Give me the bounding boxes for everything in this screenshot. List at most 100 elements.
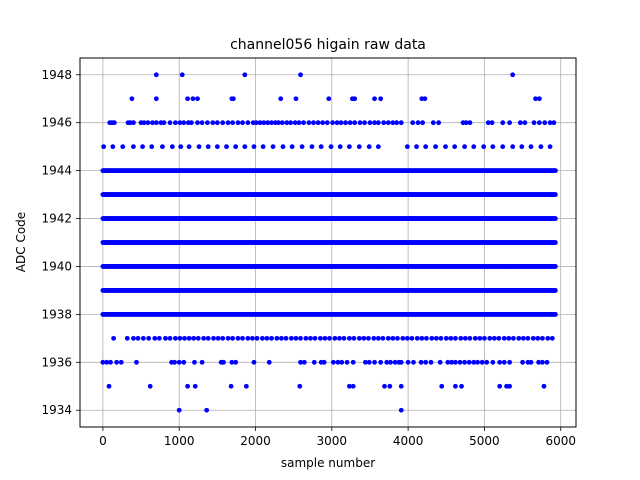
- data-point: [135, 335, 141, 341]
- data-point: [419, 335, 425, 341]
- data-point: [220, 120, 226, 126]
- data-point: [328, 144, 334, 150]
- data-point: [484, 359, 490, 365]
- data-point: [507, 383, 513, 389]
- data-point: [211, 335, 216, 341]
- data-point: [501, 335, 507, 341]
- data-point: [351, 335, 357, 341]
- data-point: [245, 120, 251, 126]
- data-point: [199, 359, 205, 365]
- data-point: [199, 120, 205, 126]
- data-point: [189, 120, 194, 126]
- axes-frame: [79, 57, 577, 428]
- data-point: [245, 335, 251, 341]
- data-point: [501, 359, 507, 365]
- data-point: [538, 144, 544, 150]
- data-point: [181, 120, 187, 126]
- data-point: [500, 120, 506, 126]
- data-point: [378, 359, 384, 365]
- data-point: [326, 96, 332, 102]
- data-point: [181, 359, 187, 365]
- data-point: [553, 192, 558, 197]
- data-point: [111, 120, 117, 126]
- data-point: [191, 335, 197, 341]
- data-point: [398, 120, 404, 126]
- data-point: [449, 359, 455, 365]
- data-point: [448, 335, 454, 341]
- data-point: [224, 144, 229, 150]
- data-point: [471, 359, 477, 365]
- data-point: [101, 144, 107, 150]
- data-point: [423, 359, 429, 365]
- data-point: [394, 120, 400, 126]
- data-point: [186, 335, 192, 341]
- data-point: [205, 335, 211, 341]
- data-point: [528, 359, 534, 365]
- y-tick-label: 1948: [41, 68, 72, 82]
- data-point: [395, 335, 400, 341]
- data-point: [500, 144, 506, 150]
- data-point: [317, 335, 323, 341]
- data-point: [299, 144, 305, 150]
- data-point: [114, 359, 120, 365]
- data-point: [153, 96, 159, 102]
- data-point: [172, 120, 178, 126]
- data-point: [429, 335, 435, 341]
- data-point: [467, 335, 473, 341]
- data-point: [371, 335, 377, 341]
- data-point: [410, 120, 416, 126]
- data-point: [522, 120, 528, 126]
- data-point: [178, 144, 184, 150]
- data-point: [506, 335, 512, 341]
- data-point: [404, 144, 410, 150]
- data-point: [243, 383, 249, 389]
- data-point: [453, 359, 458, 365]
- data-point: [479, 359, 485, 365]
- data-point: [544, 359, 550, 365]
- data-point: [443, 335, 449, 341]
- data-point: [528, 144, 534, 150]
- data-point: [167, 120, 173, 126]
- data-point: [411, 359, 416, 365]
- data-point: [540, 335, 545, 341]
- data-point: [131, 335, 136, 341]
- data-point: [536, 96, 542, 102]
- data-point: [110, 144, 116, 150]
- data-point: [409, 335, 415, 341]
- data-point: [145, 120, 151, 126]
- data-point: [228, 383, 234, 389]
- x-tick-label: 5000: [469, 434, 500, 448]
- data-point: [192, 359, 197, 365]
- data-point: [176, 359, 182, 365]
- data-point: [185, 383, 190, 389]
- data-point: [536, 120, 542, 126]
- data-point: [392, 359, 398, 365]
- data-point: [350, 383, 356, 389]
- data-point: [471, 144, 477, 150]
- data-point: [414, 144, 419, 150]
- data-point: [462, 335, 468, 341]
- data-point: [330, 120, 335, 126]
- data-point: [201, 335, 207, 341]
- data-point: [230, 120, 236, 126]
- data-point: [283, 335, 289, 341]
- data-point: [388, 359, 393, 365]
- data-point: [297, 383, 303, 389]
- data-point: [507, 359, 513, 365]
- data-point: [293, 335, 299, 341]
- data-point: [481, 144, 487, 150]
- data-point: [337, 335, 342, 341]
- data-point: [242, 144, 248, 150]
- data-point: [301, 359, 307, 365]
- data-point: [467, 120, 473, 126]
- data-point: [414, 335, 420, 341]
- data-point: [542, 120, 548, 126]
- data-point: [225, 335, 231, 341]
- data-point: [385, 335, 391, 341]
- data-point: [311, 359, 317, 365]
- data-point: [147, 383, 153, 389]
- x-tick-label: 1000: [164, 434, 195, 448]
- data-point: [176, 407, 182, 413]
- data-point: [261, 120, 267, 126]
